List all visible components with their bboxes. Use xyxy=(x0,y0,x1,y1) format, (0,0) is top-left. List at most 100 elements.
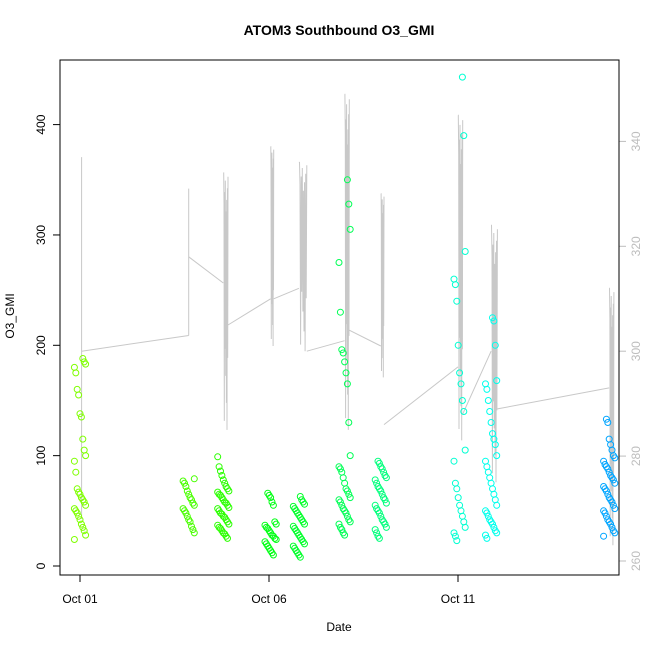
data-point xyxy=(487,419,495,426)
data-point xyxy=(82,531,90,539)
series-line-segment xyxy=(227,298,271,326)
data-point xyxy=(214,505,222,513)
data-point xyxy=(345,516,353,524)
data-point xyxy=(456,501,464,509)
data-point xyxy=(489,485,496,493)
data-point xyxy=(70,457,78,465)
data-point xyxy=(80,358,88,366)
data-point xyxy=(609,527,617,535)
data-point xyxy=(190,529,198,537)
series-line-segment xyxy=(306,340,345,352)
data-point xyxy=(339,529,347,537)
data-point xyxy=(490,317,498,325)
series-line-segment xyxy=(380,193,385,378)
data-point xyxy=(73,485,81,493)
y-tick-label: 200 xyxy=(34,335,48,355)
data-point xyxy=(602,415,610,423)
data-point xyxy=(373,479,381,487)
data-point xyxy=(491,341,499,349)
data-point xyxy=(453,297,461,305)
series-line-segment xyxy=(344,93,350,430)
data-point xyxy=(339,349,347,357)
data-point xyxy=(381,472,389,479)
series-line-segment xyxy=(298,161,308,352)
data-point xyxy=(343,176,351,184)
data-point xyxy=(460,408,468,415)
data-point xyxy=(607,472,615,479)
data-point xyxy=(605,494,613,502)
data-point xyxy=(343,512,351,520)
data-point xyxy=(453,485,461,493)
data-point xyxy=(602,512,610,520)
y-tick-label: 0 xyxy=(34,562,48,569)
data-point xyxy=(454,494,462,502)
data-point xyxy=(345,419,353,426)
y-tick-label: 100 xyxy=(34,445,48,465)
data-point xyxy=(491,527,499,535)
data-point xyxy=(373,505,381,513)
data-point xyxy=(482,507,489,515)
data-point xyxy=(371,526,379,534)
data-point xyxy=(371,476,379,484)
y2-tick-label: 280 xyxy=(629,446,643,466)
data-point xyxy=(600,532,608,540)
data-point xyxy=(75,391,83,399)
data-point xyxy=(450,457,458,465)
data-point xyxy=(214,488,222,496)
data-point xyxy=(269,501,277,509)
data-point xyxy=(346,494,354,502)
data-point xyxy=(454,341,462,349)
series-line-segment xyxy=(188,256,224,284)
axes: Oct 01 Oct 06 Oct 11 0 100 200 300 400 260 280 300… xyxy=(34,114,643,606)
data-point xyxy=(382,499,390,507)
data-point xyxy=(335,259,343,266)
data-point xyxy=(261,538,269,546)
data-point xyxy=(461,446,469,454)
data-point xyxy=(609,501,617,509)
data-point xyxy=(75,488,83,496)
data-point xyxy=(289,522,297,530)
data-point xyxy=(611,505,619,513)
data-point xyxy=(341,358,349,366)
x-tick-label: Oct 06 xyxy=(251,592,287,606)
series-line-segment xyxy=(491,224,498,483)
data-point xyxy=(489,430,496,438)
data-point xyxy=(453,537,461,545)
data-point xyxy=(183,512,191,520)
data-point xyxy=(77,413,85,421)
series-line-segment xyxy=(462,350,492,415)
data-point xyxy=(373,529,381,537)
data-point xyxy=(221,479,229,487)
x-axis-label: Date xyxy=(326,620,352,634)
y-axis-label: O3_GMI xyxy=(3,293,17,338)
data-point xyxy=(371,501,379,509)
data-point xyxy=(77,494,85,502)
data-point xyxy=(380,468,388,476)
data-point xyxy=(451,532,459,540)
data-point xyxy=(336,523,344,531)
series-line-segment xyxy=(270,146,275,347)
data-point xyxy=(493,377,501,385)
series-line-segment xyxy=(349,329,382,347)
data-point xyxy=(611,479,619,487)
data-point xyxy=(271,518,279,526)
data-point xyxy=(374,532,382,540)
data-point xyxy=(486,516,494,524)
data-point xyxy=(377,512,385,520)
data-point xyxy=(600,457,608,465)
data-point xyxy=(335,463,343,471)
plot-frame xyxy=(59,59,620,576)
data-point xyxy=(608,523,616,531)
data-point xyxy=(377,463,385,471)
data-point xyxy=(179,477,187,485)
y2-tick-label: 260 xyxy=(629,551,643,571)
data-point xyxy=(188,522,195,530)
data-point xyxy=(80,527,88,535)
right-axis-line-series xyxy=(81,93,615,546)
data-point xyxy=(600,507,608,515)
series-line-segment xyxy=(497,387,610,410)
data-point xyxy=(339,505,347,513)
data-point xyxy=(70,505,78,513)
data-point xyxy=(79,435,87,443)
